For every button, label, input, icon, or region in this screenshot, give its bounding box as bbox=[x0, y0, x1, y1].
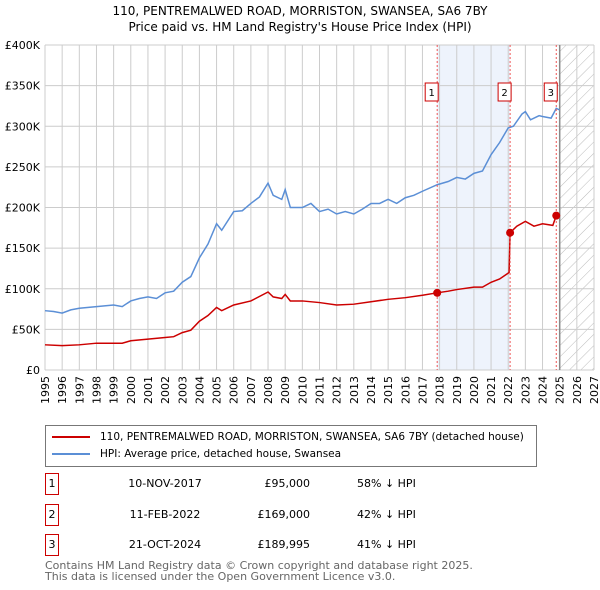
x-tick-label: 1995 bbox=[39, 376, 52, 404]
sale-point bbox=[506, 228, 515, 237]
legend-swatch-hpi bbox=[52, 453, 90, 455]
sale-point bbox=[552, 211, 561, 220]
x-tick-label: 2003 bbox=[176, 376, 189, 404]
x-tick-label: 2000 bbox=[125, 376, 138, 404]
x-tick-label: 2008 bbox=[262, 376, 275, 404]
x-tick-label: 2017 bbox=[416, 376, 429, 404]
y-tick-label: £150K bbox=[5, 242, 41, 255]
sale-label-box bbox=[497, 82, 512, 102]
y-tick-label: £100K bbox=[5, 283, 41, 296]
x-tick-label: 2009 bbox=[279, 376, 292, 404]
plot-area: 1995 1996 1997 1998 1999 2000 2001 2002 2003 2004… bbox=[5, 39, 600, 404]
legend: 110, PENTREMALWED ROAD, MORRISTON, SWANS… bbox=[45, 425, 537, 467]
footer-copyright: Contains HM Land Registry data © Crown c… bbox=[45, 559, 473, 572]
x-tick-label: 2006 bbox=[228, 376, 241, 404]
x-tick-label: 2019 bbox=[451, 376, 464, 404]
x-tick-label: 2020 bbox=[468, 376, 481, 404]
sale-label-box bbox=[543, 82, 558, 102]
sale-label: 3 bbox=[548, 88, 554, 99]
x-tick-label: 2013 bbox=[348, 376, 361, 404]
sale-date: 11-FEB-2022 bbox=[129, 507, 201, 521]
y-tick-label: £300K bbox=[5, 120, 41, 133]
chart-title: 110, PENTREMALWED ROAD, MORRISTON, SWANS… bbox=[112, 4, 488, 18]
x-tick-label: 1996 bbox=[56, 376, 69, 404]
sale-label: 2 bbox=[501, 88, 507, 99]
x-tick-label: 2015 bbox=[382, 376, 395, 404]
y-tick-label: £200K bbox=[5, 202, 41, 215]
y-tick-label: £250K bbox=[5, 161, 41, 174]
sale-row: 2 11-FEB-2022 £169,000 42% ↓ HPI bbox=[45, 503, 445, 526]
x-tick-label: 2005 bbox=[211, 376, 224, 404]
sale-row: 3 21-OCT-2024 £189,995 41% ↓ HPI bbox=[45, 534, 445, 556]
x-tick-label: 2025 bbox=[554, 376, 567, 404]
x-tick-label: 2016 bbox=[399, 376, 412, 404]
x-tick-label: 2014 bbox=[365, 376, 378, 404]
sale-hpi-diff: 42% ↓ HPI bbox=[357, 507, 416, 521]
legend-label-property: 110, PENTREMALWED ROAD, MORRISTON, SWANS… bbox=[100, 431, 524, 443]
sale-number: 1 bbox=[45, 473, 59, 495]
x-tick-label: 2027 bbox=[588, 376, 600, 404]
sale-point bbox=[433, 288, 442, 297]
y-tick-label: £400K bbox=[5, 39, 41, 52]
sale-price: £95,000 bbox=[264, 477, 311, 490]
property-price-line bbox=[44, 214, 560, 347]
sale-hpi-diff: 41% ↓ HPI bbox=[357, 538, 416, 551]
y-tick-label: £50K bbox=[12, 323, 41, 336]
y-tick-label: £350K bbox=[5, 80, 41, 93]
sale-label: 1 bbox=[429, 88, 435, 99]
x-tick-label: 2021 bbox=[485, 376, 498, 404]
sale-row: 1 10-NOV-2017 £95,000 58% ↓ HPI bbox=[45, 473, 445, 495]
legend-swatch-property bbox=[52, 436, 90, 438]
x-tick-label: 2012 bbox=[331, 376, 344, 404]
x-tick-label: 2004 bbox=[193, 376, 206, 404]
sale-date: 21-OCT-2024 bbox=[128, 538, 202, 551]
x-tick-label: 2007 bbox=[245, 376, 258, 404]
sale-date: 10-NOV-2017 bbox=[128, 477, 202, 490]
sale-price: £189,995 bbox=[257, 538, 311, 551]
sale-label-box bbox=[424, 82, 439, 102]
x-tick-label: 2018 bbox=[434, 376, 447, 404]
sale-number: 2 bbox=[45, 503, 59, 526]
x-tick-label: 2023 bbox=[519, 376, 532, 404]
x-tick-label: 2022 bbox=[502, 376, 515, 404]
sale-number: 3 bbox=[45, 534, 59, 556]
legend-label-hpi: HPI: Average price, detached house, Swan… bbox=[100, 448, 342, 460]
chart-subtitle: Price paid vs. HM Land Registry's House … bbox=[128, 20, 472, 34]
x-tick-label: 1998 bbox=[90, 376, 103, 404]
x-tick-label: 2010 bbox=[296, 376, 309, 404]
x-tick-label: 1997 bbox=[73, 376, 86, 404]
footer-licence: This data is licensed under the Open Gov… bbox=[45, 570, 396, 583]
x-tick-label: 2002 bbox=[159, 376, 172, 404]
x-tick-label: 2011 bbox=[314, 376, 327, 404]
x-tick-label: 1999 bbox=[108, 376, 121, 404]
x-tick-label: 2024 bbox=[537, 376, 550, 404]
x-tick-label: 2026 bbox=[571, 376, 584, 404]
hpi-line bbox=[44, 107, 561, 314]
x-tick-label: 2001 bbox=[142, 376, 155, 404]
sale-hpi-diff: 58% ↓ HPI bbox=[357, 477, 416, 490]
y-tick-label: £0 bbox=[26, 364, 40, 377]
sale-price: £169,000 bbox=[257, 507, 311, 521]
